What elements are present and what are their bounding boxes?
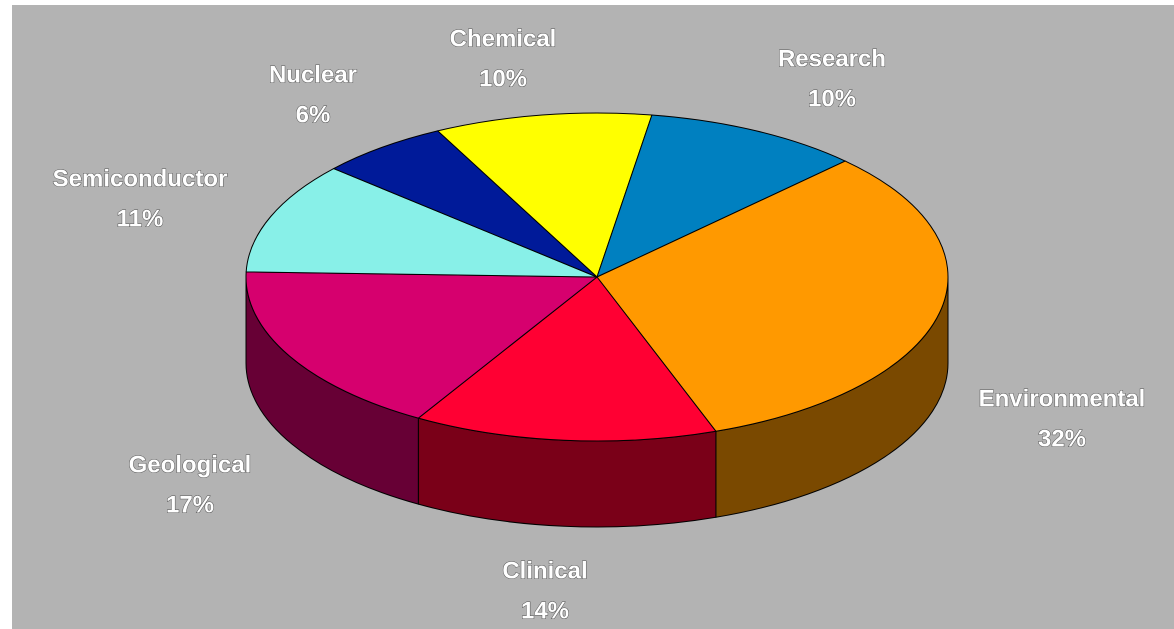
slice-label: Environmental xyxy=(979,385,1146,412)
slice-value-label: 14% xyxy=(521,597,569,624)
slice-top xyxy=(245,271,599,419)
slice-value-label: 10% xyxy=(808,85,856,112)
pie-slice xyxy=(436,112,653,278)
slice-top xyxy=(417,276,717,442)
slice-value-label: 6% xyxy=(296,101,331,128)
slice-top xyxy=(436,112,653,278)
slice-value-label: 11% xyxy=(117,205,164,232)
slice-label: Clinical xyxy=(502,557,587,584)
slice-top xyxy=(596,160,949,432)
slice-label: Geological xyxy=(129,451,252,478)
slice-top xyxy=(332,130,598,278)
slice-label: Nuclear xyxy=(269,61,357,88)
slice-label: Research xyxy=(778,45,886,72)
slice-top xyxy=(245,167,598,278)
slice-value-label: 32% xyxy=(1038,425,1086,452)
pie-slice xyxy=(245,167,598,278)
pie-slice xyxy=(245,271,599,505)
slice-label: Semiconductor xyxy=(53,165,228,192)
pie-slice xyxy=(332,130,598,278)
pie-slice xyxy=(596,114,847,278)
slice-value-label: 17% xyxy=(166,491,214,518)
slice-top xyxy=(596,114,847,278)
slice-label: Chemical xyxy=(450,25,557,52)
slice-value-label: 10% xyxy=(479,65,527,92)
pie-slice xyxy=(417,276,717,528)
